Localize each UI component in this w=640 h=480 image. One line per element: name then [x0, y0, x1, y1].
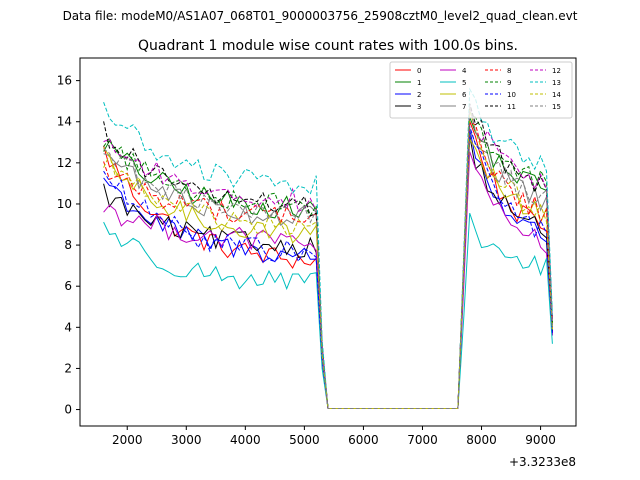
legend-label-2: 2 — [417, 91, 421, 99]
x-tick-label: 9000 — [525, 433, 556, 447]
legend-label-15: 15 — [552, 103, 561, 111]
legend-frame — [389, 61, 573, 119]
x-axis-offset-label: +3.3233e8 — [509, 455, 576, 469]
legend-label-7: 7 — [462, 103, 466, 111]
legend-label-9: 9 — [507, 79, 511, 87]
legend-label-10: 10 — [507, 91, 516, 99]
legend-label-5: 5 — [462, 79, 466, 87]
series-line-14 — [103, 109, 553, 409]
axes-frame — [79, 57, 577, 427]
figure-suptitle: Data file: modeM0/AS1A07_068T01_90000037… — [63, 9, 578, 23]
plot-lines — [103, 87, 553, 409]
legend-label-14: 14 — [552, 91, 561, 99]
legend-label-1: 1 — [417, 79, 421, 87]
legend-label-3: 3 — [417, 103, 421, 111]
y-tick-label: 8 — [64, 238, 72, 252]
y-tick-label: 12 — [57, 156, 72, 170]
chart-title: Quadrant 1 module wise count rates with … — [138, 38, 518, 54]
series-line-10 — [103, 126, 553, 409]
y-tick-label: 4 — [64, 320, 72, 334]
x-tick-label: 2000 — [112, 433, 143, 447]
y-tick-label: 16 — [57, 74, 72, 88]
y-tick-label: 10 — [57, 197, 72, 211]
legend-label-11: 11 — [507, 103, 516, 111]
legend-label-0: 0 — [417, 67, 421, 75]
y-tick-label: 0 — [64, 403, 72, 417]
legend-label-6: 6 — [462, 91, 467, 99]
legend-label-4: 4 — [462, 67, 467, 75]
series-line-11 — [103, 103, 553, 409]
x-tick-label: 8000 — [466, 433, 497, 447]
series-line-9 — [103, 110, 553, 409]
y-axis: 0 2 4 6 8 10 12 14 16 — [57, 74, 80, 417]
y-tick-label: 14 — [57, 115, 72, 129]
x-tick-label: 6000 — [348, 433, 379, 447]
legend-label-12: 12 — [552, 67, 561, 75]
y-tick-label: 6 — [64, 279, 72, 293]
x-tick-label: 7000 — [407, 433, 438, 447]
x-tick-label: 4000 — [230, 433, 261, 447]
y-tick-label: 2 — [64, 361, 72, 375]
series-line-15 — [103, 105, 553, 409]
legend-label-13: 13 — [552, 79, 561, 87]
x-tick-label: 3000 — [171, 433, 202, 447]
legend-label-8: 8 — [507, 67, 511, 75]
x-tick-label: 5000 — [289, 433, 320, 447]
x-axis: 2000 3000 4000 5000 6000 7000 8000 9000 — [112, 426, 556, 447]
